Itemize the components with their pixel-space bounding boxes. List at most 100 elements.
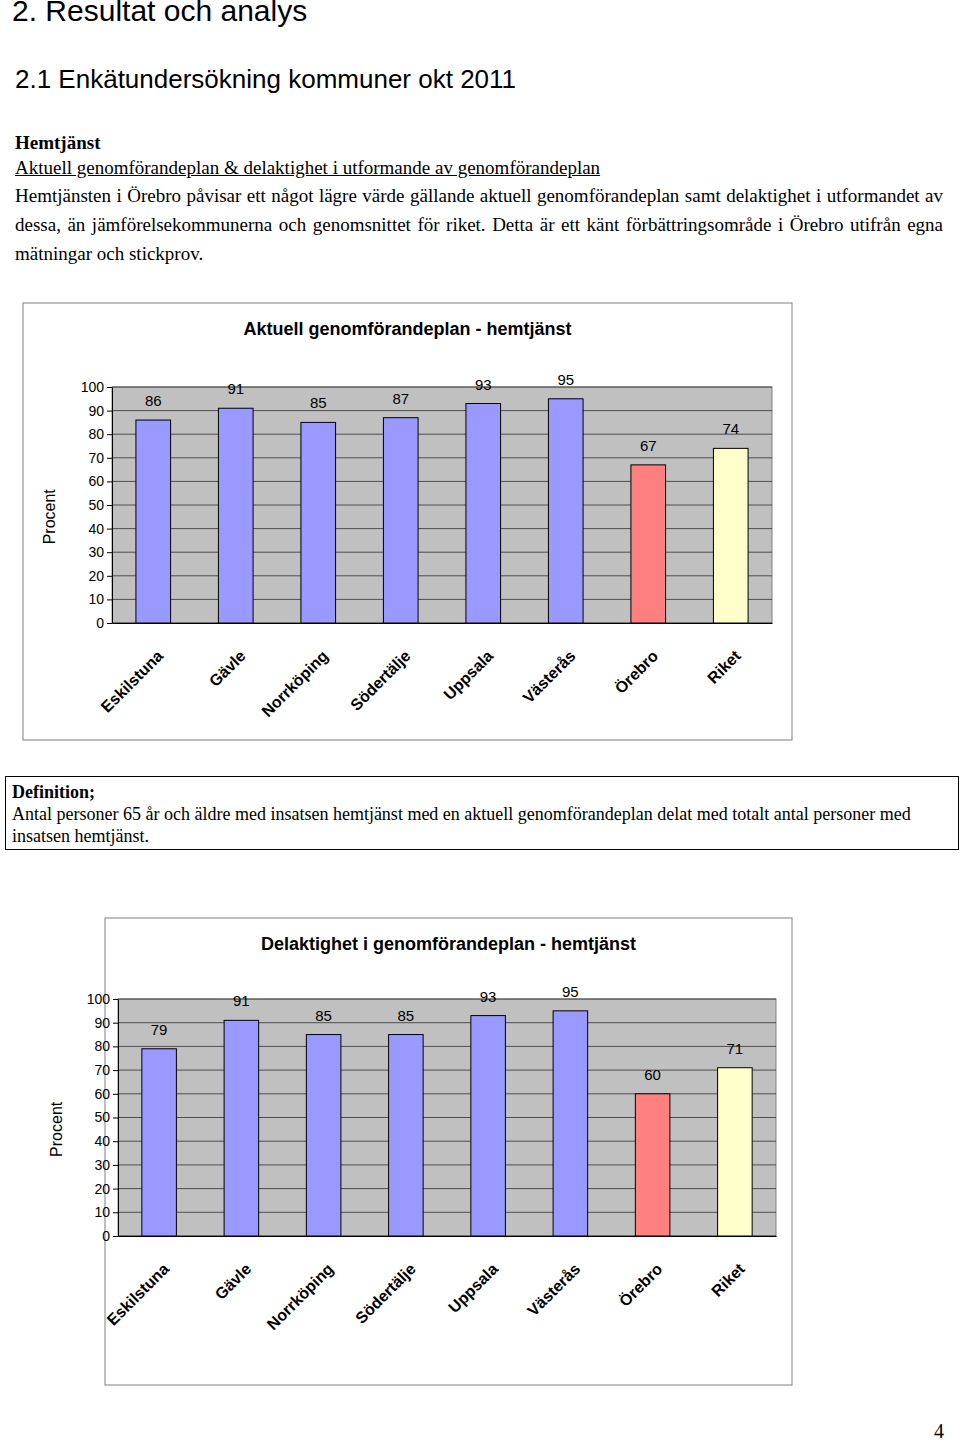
tick: 50 xyxy=(94,1109,118,1125)
chart-frame xyxy=(105,918,792,1385)
tick-mark xyxy=(113,1236,118,1237)
axis-line xyxy=(119,1236,777,1237)
grid-line xyxy=(118,1164,776,1165)
bar xyxy=(224,1020,259,1236)
tick: 90 xyxy=(94,1015,118,1031)
data-label: 93 xyxy=(480,988,497,1005)
tick: 20 xyxy=(94,1181,118,1197)
tick-mark xyxy=(113,1094,118,1095)
tick: Södertälje xyxy=(347,623,414,714)
data-label: 95 xyxy=(562,983,579,1000)
bar xyxy=(635,1094,670,1236)
chart-frame xyxy=(23,303,792,740)
tick: Norrköping xyxy=(264,1236,337,1333)
tick: 70 xyxy=(88,450,112,466)
category-label: Riket xyxy=(708,1260,748,1300)
data-labels: 8691858793956774 xyxy=(145,371,739,454)
grid-line xyxy=(118,1212,776,1213)
grid-line xyxy=(112,505,772,506)
data-label: 91 xyxy=(227,380,244,397)
grid-line xyxy=(112,410,772,411)
category-label: Norrköping xyxy=(258,647,331,720)
category-label: Eskilstuna xyxy=(98,647,167,716)
tick: Gävle xyxy=(206,623,249,690)
paragraph: Hemtjänsten i Örebro påvisar ett något l… xyxy=(15,181,943,268)
category-label: Södertälje xyxy=(352,1260,419,1327)
tick-label: 70 xyxy=(88,450,104,466)
bar xyxy=(301,422,336,623)
tick-mark xyxy=(113,1165,118,1166)
grid-line xyxy=(112,387,772,388)
tick: 0 xyxy=(96,615,112,631)
grid-line xyxy=(112,552,772,553)
category-label: Västerås xyxy=(524,1260,583,1319)
tick: Örebro xyxy=(611,623,662,697)
definition-text: Antal personer 65 år och äldre med insat… xyxy=(12,803,952,847)
page-number: 4 xyxy=(934,1420,944,1443)
x-axis: EskilstunaGävleNorrköpingSödertäljeUppsa… xyxy=(98,623,773,720)
y-label: Procent xyxy=(48,1101,65,1157)
grid-line xyxy=(118,1046,776,1047)
tick: Västerås xyxy=(524,1236,583,1319)
category-label: Norrköping xyxy=(264,1260,337,1333)
bar xyxy=(218,408,253,623)
tick-mark xyxy=(113,1118,118,1119)
tick-mark xyxy=(113,999,118,1000)
bar xyxy=(471,1016,506,1236)
tick-label: 10 xyxy=(88,591,104,607)
category-label: Riket xyxy=(704,647,744,687)
tick-label: 0 xyxy=(102,1228,110,1244)
grid-line xyxy=(112,623,772,624)
tick-mark xyxy=(107,387,112,388)
data-label: 74 xyxy=(722,420,739,437)
tick-label: 0 xyxy=(96,615,104,631)
tick: 10 xyxy=(94,1204,118,1220)
tick-label: 40 xyxy=(94,1133,110,1149)
tick: Södertälje xyxy=(352,1236,419,1327)
tick-label: 100 xyxy=(81,379,105,395)
tick: Gävle xyxy=(212,1236,255,1303)
data-label: 79 xyxy=(151,1021,168,1038)
data-label: 71 xyxy=(727,1040,744,1057)
bar xyxy=(713,448,748,623)
grid-line xyxy=(118,1141,776,1142)
category-label: Örebro xyxy=(611,646,662,697)
subsection: Aktuell genomförandeplan & delaktighet i… xyxy=(15,157,600,179)
tick-label: 90 xyxy=(94,1015,110,1031)
grid-line xyxy=(112,481,772,482)
grid-line xyxy=(118,1022,776,1023)
tick-mark xyxy=(113,1046,118,1047)
tick-mark xyxy=(107,576,112,577)
data-label: 95 xyxy=(557,371,574,388)
category-label: Eskilstuna xyxy=(104,1260,173,1329)
chart-title: Aktuell genomförandeplan - hemtjänst xyxy=(243,319,571,339)
plot-area xyxy=(112,387,772,623)
tick-mark xyxy=(107,434,112,435)
tick-mark xyxy=(113,1070,118,1071)
category-label: Västerås xyxy=(520,647,579,706)
bars xyxy=(142,1011,752,1236)
tick-mark xyxy=(113,1212,118,1213)
category-label: Örebro xyxy=(615,1259,666,1310)
grid-line xyxy=(118,1117,776,1118)
charts: 86918587939567740102030405060708090100Es… xyxy=(0,0,960,1444)
tick: 60 xyxy=(94,1086,118,1102)
tick-label: 90 xyxy=(88,403,104,419)
tick-label: 10 xyxy=(94,1204,110,1220)
chart: 79918585939560710102030405060708090100Es… xyxy=(48,918,792,1385)
category-label: Uppsala xyxy=(445,1260,501,1316)
definition-box: Definition;Antal personer 65 år och äldr… xyxy=(5,776,959,850)
tick: 10 xyxy=(88,591,112,607)
tick-label: 60 xyxy=(88,473,104,489)
grid-line xyxy=(118,1188,776,1189)
bar xyxy=(718,1068,753,1236)
tick-mark xyxy=(113,1189,118,1190)
grid-line xyxy=(112,457,772,458)
chart: 86918587939567740102030405060708090100Es… xyxy=(23,303,792,740)
tick-label: 80 xyxy=(94,1038,110,1054)
tick-label: 30 xyxy=(88,544,104,560)
tick: 100 xyxy=(81,379,112,395)
section: Hemtjänst xyxy=(15,132,100,154)
grid-line xyxy=(118,1070,776,1071)
y-axis: 0102030405060708090100 xyxy=(81,379,113,631)
